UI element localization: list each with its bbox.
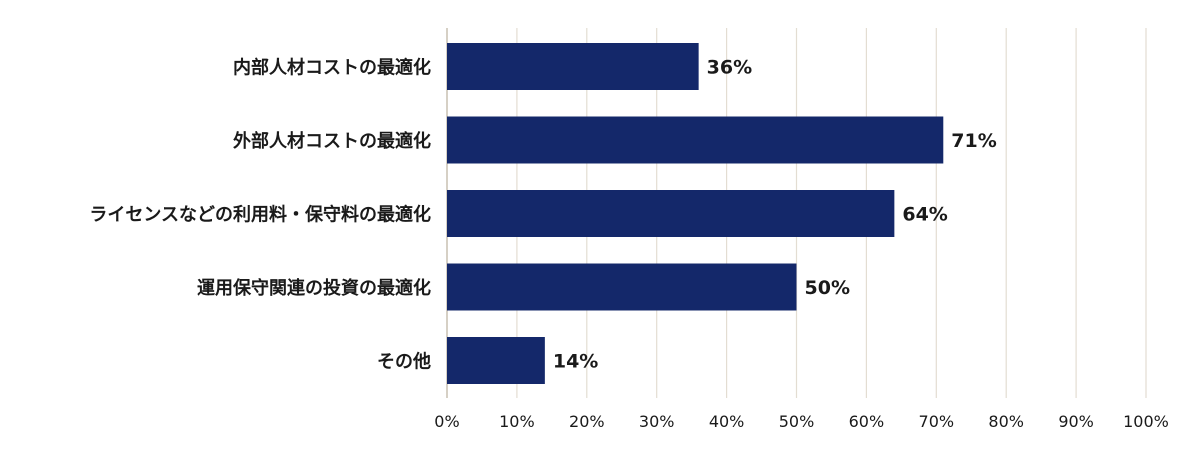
x-tick-label: 90% (1058, 412, 1094, 431)
category-label: 外部人材コストの最適化 (233, 130, 431, 152)
category-label: 運用保守関連の投資の最適化 (197, 277, 431, 299)
x-tick-label: 80% (988, 412, 1024, 431)
x-axis-ticks: 0% 10% 20% 30% 40% 50% 60% 70% 80% 90% 100% (434, 412, 1169, 431)
category-label: 内部人材コストの最適化 (233, 57, 431, 79)
label-layer: 内部人材コストの最適化 36% 外部人材コストの最適化 71% ライセンスなどの利用料・… (89, 57, 996, 373)
x-tick-label: 30% (639, 412, 675, 431)
bar (447, 263, 797, 311)
x-tick-label: 100% (1123, 412, 1169, 431)
bar (447, 190, 895, 237)
x-tick-label: 70% (919, 412, 955, 431)
value-label: 64% (902, 204, 947, 226)
category-label: ライセンスなどの利用料・保守料の最適化 (89, 204, 431, 226)
value-label: 50% (805, 277, 850, 299)
x-tick-label: 0% (434, 412, 459, 431)
x-tick-label: 60% (849, 412, 885, 431)
bar (447, 116, 944, 164)
value-label: 14% (553, 351, 598, 373)
value-label: 36% (707, 57, 752, 79)
bar (447, 337, 545, 384)
bar-layer (447, 43, 944, 384)
x-tick-label: 10% (499, 412, 535, 431)
x-tick-label: 20% (569, 412, 605, 431)
category-label: その他 (377, 351, 431, 373)
x-tick-label: 50% (779, 412, 815, 431)
value-label: 71% (951, 130, 996, 152)
x-tick-label: 40% (709, 412, 745, 431)
bar (447, 43, 699, 90)
